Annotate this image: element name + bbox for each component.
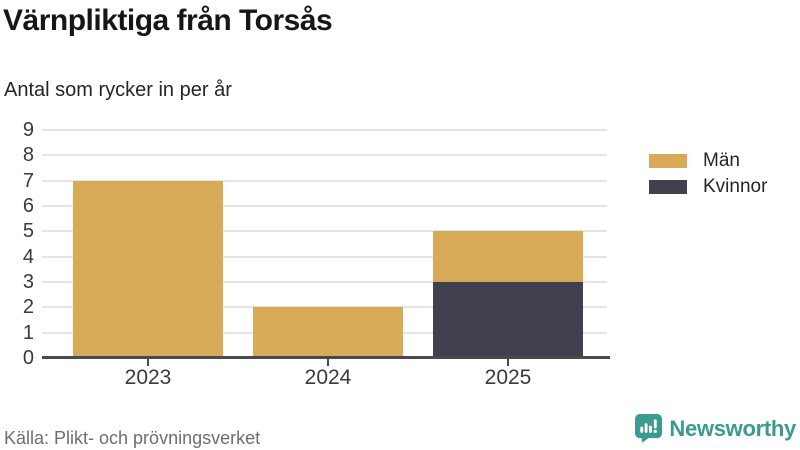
- legend-item-kvinnor: Kvinnor: [649, 174, 767, 200]
- bar-segment-kvinnor-2025: [433, 282, 583, 358]
- gridline: [42, 179, 607, 182]
- legend-swatch: [649, 154, 687, 168]
- brand-logo: Newsworthy: [635, 414, 796, 443]
- gridline: [42, 205, 607, 207]
- bar-segment-män-2024: [253, 307, 403, 358]
- legend-label: Män: [703, 150, 740, 171]
- x-tick: [507, 359, 509, 366]
- x-tick: [327, 359, 329, 366]
- legend-swatch: [649, 180, 687, 194]
- y-tick-label: 0: [22, 347, 34, 369]
- y-tick-label: 3: [22, 271, 34, 293]
- x-tick-label: 2024: [304, 366, 352, 389]
- y-tick-label: 7: [22, 169, 34, 192]
- gridline: [42, 255, 607, 258]
- newsworthy-icon: [635, 414, 663, 443]
- chart-subtitle: Antal som rycker in per år: [4, 79, 232, 101]
- bar-segment-män-2023: [73, 180, 223, 358]
- x-tick-label: 2025: [484, 366, 532, 389]
- y-tick-label: 5: [22, 220, 34, 243]
- bar-segment-män-2025: [433, 231, 583, 282]
- chart-title: Värnpliktiga från Torsås: [3, 4, 333, 37]
- plot-area: [42, 129, 608, 358]
- y-tick-label: 9: [22, 119, 34, 141]
- legend-item-män: Män: [649, 148, 767, 174]
- gridline: [42, 281, 607, 283]
- brand-name: Newsworthy: [669, 415, 796, 441]
- source-note: Källa: Plikt- och prövningsverket: [4, 428, 261, 448]
- y-tick-label: 8: [22, 144, 34, 167]
- x-axis-line: [42, 356, 610, 359]
- gridline: [42, 230, 607, 233]
- legend: Män Kvinnor: [649, 148, 767, 200]
- gridline: [42, 154, 607, 157]
- y-tick-label: 6: [22, 195, 34, 217]
- y-tick-label: 1: [22, 321, 34, 344]
- gridline: [42, 129, 607, 131]
- y-tick-label: 4: [22, 245, 34, 268]
- y-tick-label: 2: [22, 296, 34, 319]
- legend-label: Kvinnor: [703, 176, 768, 197]
- x-tick: [147, 359, 149, 366]
- x-tick-label: 2023: [124, 366, 172, 389]
